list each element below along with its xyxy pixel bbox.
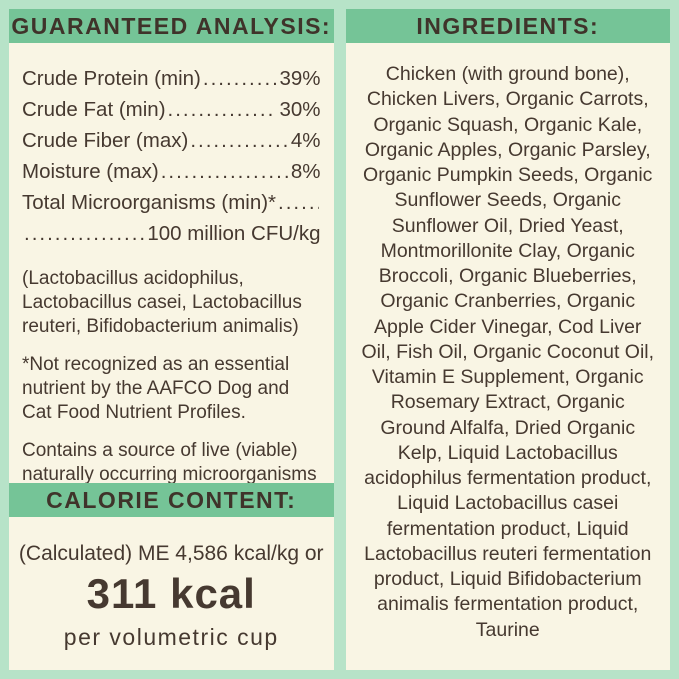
guaranteed-analysis-header: GUARANTEED ANALYSIS:: [9, 9, 334, 43]
calorie-kcal-value: 311 kcal: [86, 570, 256, 617]
analysis-row: Moisture (max) 8%: [22, 160, 321, 191]
analysis-value: 8%: [290, 160, 321, 183]
analysis-rows: Crude Protein (min) 39% Crude Fat (min) 30%…: [22, 67, 321, 191]
calorie-content-header: CALORIE CONTENT:: [9, 483, 334, 517]
dot-leader: [278, 191, 318, 215]
dot-leader: [190, 129, 289, 153]
calorie-formula-line: (Calculated) ME 4,586 kcal/kg or: [18, 542, 324, 565]
analysis-label: Crude Fat (min): [22, 98, 166, 121]
dot-leader: [24, 222, 145, 246]
guaranteed-analysis-panel: GUARANTEED ANALYSIS: Crude Protein (min)…: [9, 9, 334, 670]
ingredients-list: Chicken (with ground bone), Chicken Live…: [361, 63, 655, 641]
analysis-label: Moisture (max): [22, 160, 159, 183]
ingredients-header: INGREDIENTS:: [345, 9, 670, 43]
calorie-unit-line: per volumetric cup: [63, 624, 279, 650]
analysis-value: 4%: [290, 129, 321, 152]
strains-note: (Lactobacillus acidophilus, Lactobacillu…: [22, 268, 302, 337]
microorganisms-row-label: Total Microorganisms (min)*: [22, 191, 321, 222]
aafco-footnote: *Not recognized as an essential nutrient…: [22, 353, 290, 423]
analysis-row: Crude Fat (min) 30%: [22, 98, 321, 129]
microorganisms-label: Total Microorganisms (min)*: [22, 191, 277, 214]
dot-leader: [203, 67, 278, 91]
guaranteed-analysis-body: Crude Protein (min) 39% Crude Fat (min) 30%…: [9, 43, 334, 485]
dot-leader: [168, 98, 278, 122]
analysis-row: Crude Protein (min) 39%: [22, 67, 321, 98]
analysis-row: Crude Fiber (max) 4%: [22, 129, 321, 160]
analysis-value: 39%: [279, 67, 321, 90]
analysis-label: Crude Fiber (max): [22, 129, 189, 152]
ingredients-panel: INGREDIENTS: Chicken (with ground bone),…: [345, 9, 670, 670]
analysis-value: 30%: [279, 98, 321, 121]
microorganisms-row-value: 100 million CFU/kg: [22, 222, 321, 253]
dot-leader: [161, 160, 289, 184]
live-microorganisms-note: Contains a source of live (viable) natur…: [22, 439, 317, 485]
calorie-content-body: (Calculated) ME 4,586 kcal/kg or 311 kca…: [9, 517, 334, 670]
microorganisms-value: 100 million CFU/kg: [147, 222, 321, 245]
analysis-label: Crude Protein (min): [22, 67, 201, 90]
